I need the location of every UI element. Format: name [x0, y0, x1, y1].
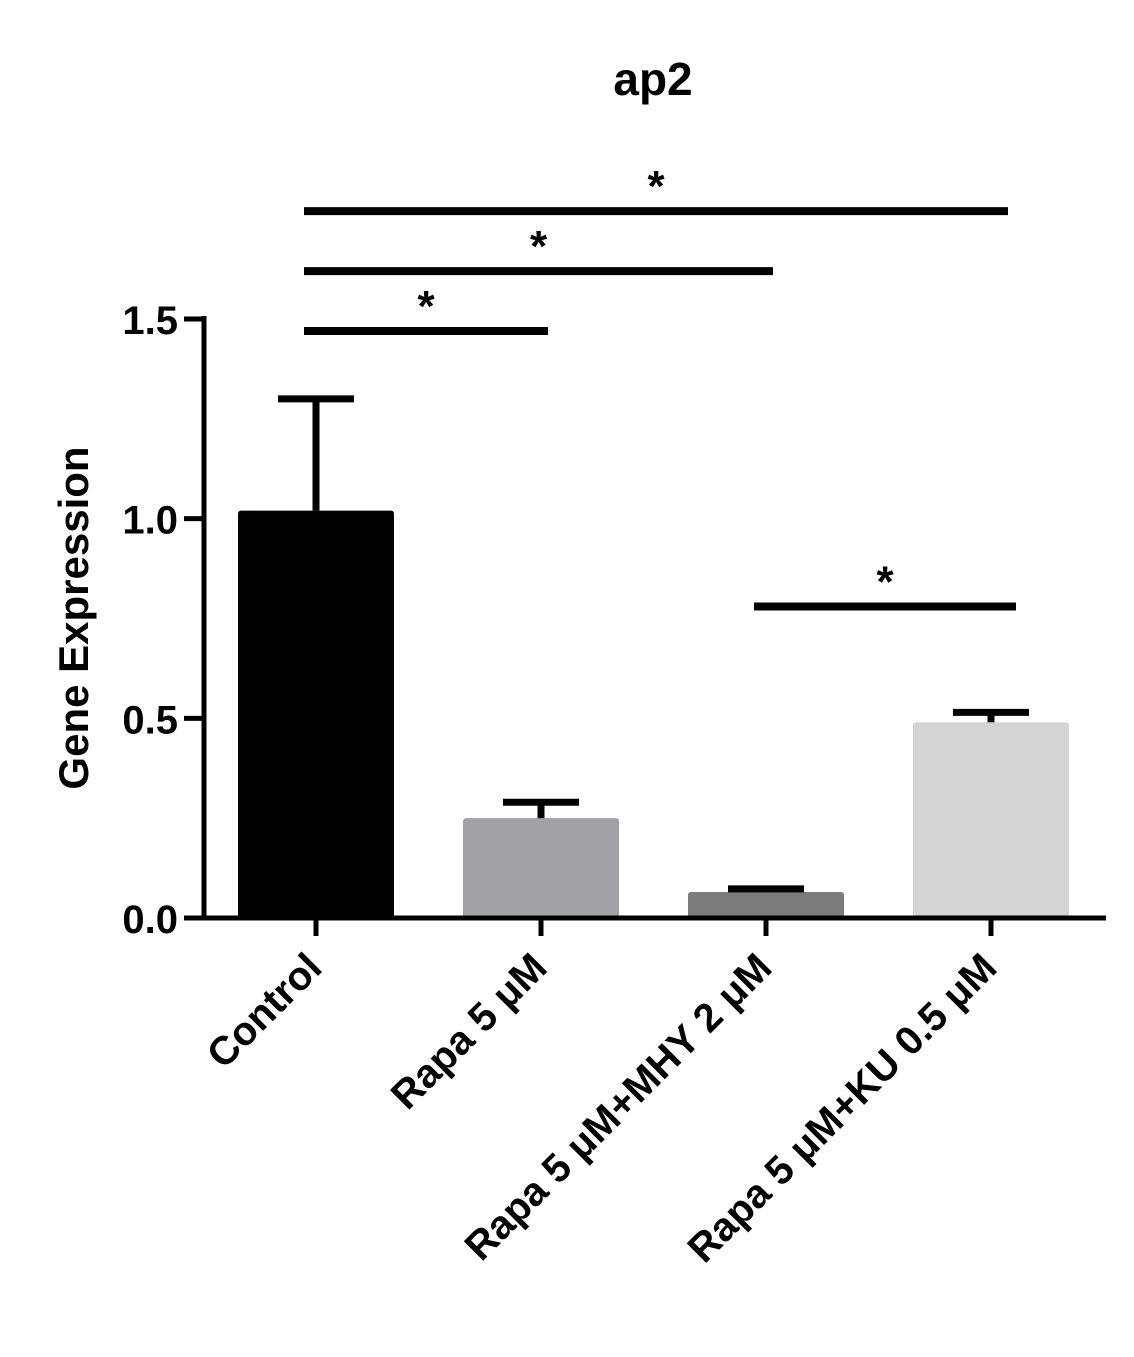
bar-4: [913, 722, 1069, 918]
y-tick-label-4: 1.5: [122, 299, 178, 343]
chart-title: ap2: [613, 53, 692, 105]
significance-label-1: *: [417, 282, 435, 331]
significance-label-2: *: [530, 222, 548, 271]
significance-label-3: *: [647, 162, 665, 211]
bar-3: [688, 892, 844, 918]
y-tick-label-2: 0.5: [122, 698, 178, 742]
bar-2: [463, 818, 619, 918]
x-tick-label-2: Rapa 5 μM: [383, 945, 556, 1118]
x-tick-label-1: Control: [199, 945, 331, 1077]
y-axis-label: Gene Expression: [50, 446, 97, 789]
significance-label-4: *: [876, 558, 894, 607]
bars-layer: [238, 510, 1069, 918]
error-bars-layer: [278, 395, 1029, 893]
bar-1: [238, 510, 394, 918]
significance-layer: * * * *: [304, 162, 1016, 611]
y-tick-label-3: 1.0: [122, 499, 178, 543]
y-tick-label-1: 0.0: [122, 898, 178, 942]
